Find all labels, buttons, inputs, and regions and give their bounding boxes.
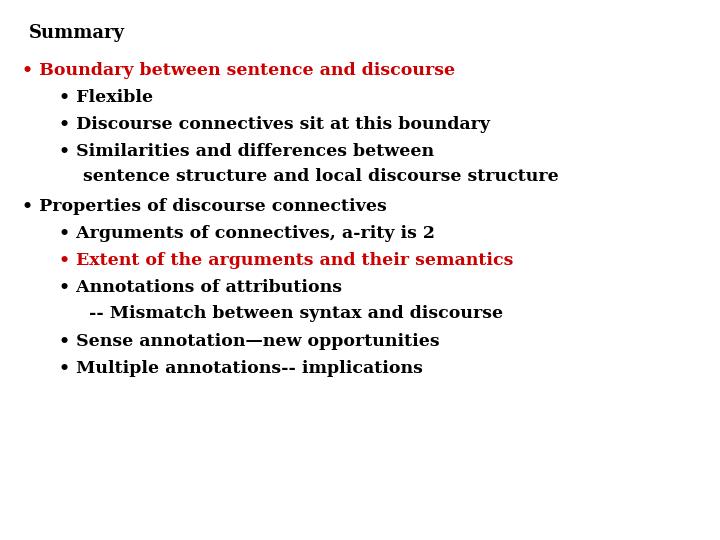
Text: • Multiple annotations-- implications: • Multiple annotations-- implications (47, 360, 423, 377)
Text: • Annotations of attributions: • Annotations of attributions (47, 279, 342, 296)
Text: -- Mismatch between syntax and discourse: -- Mismatch between syntax and discourse (47, 305, 503, 322)
Text: • Boundary between sentence and discourse: • Boundary between sentence and discours… (22, 62, 455, 79)
Text: • Properties of discourse connectives: • Properties of discourse connectives (22, 198, 387, 215)
Text: • Flexible: • Flexible (47, 89, 153, 106)
Text: • Sense annotation—new opportunities: • Sense annotation—new opportunities (47, 333, 439, 350)
Text: • Similarities and differences between: • Similarities and differences between (47, 143, 434, 160)
Text: • Extent of the arguments and their semantics: • Extent of the arguments and their sema… (47, 252, 513, 269)
Text: • Arguments of connectives, a-rity is 2: • Arguments of connectives, a-rity is 2 (47, 225, 435, 242)
Text: sentence structure and local discourse structure: sentence structure and local discourse s… (47, 168, 559, 185)
Text: Summary: Summary (29, 24, 125, 42)
Text: • Discourse connectives sit at this boundary: • Discourse connectives sit at this boun… (47, 116, 490, 133)
